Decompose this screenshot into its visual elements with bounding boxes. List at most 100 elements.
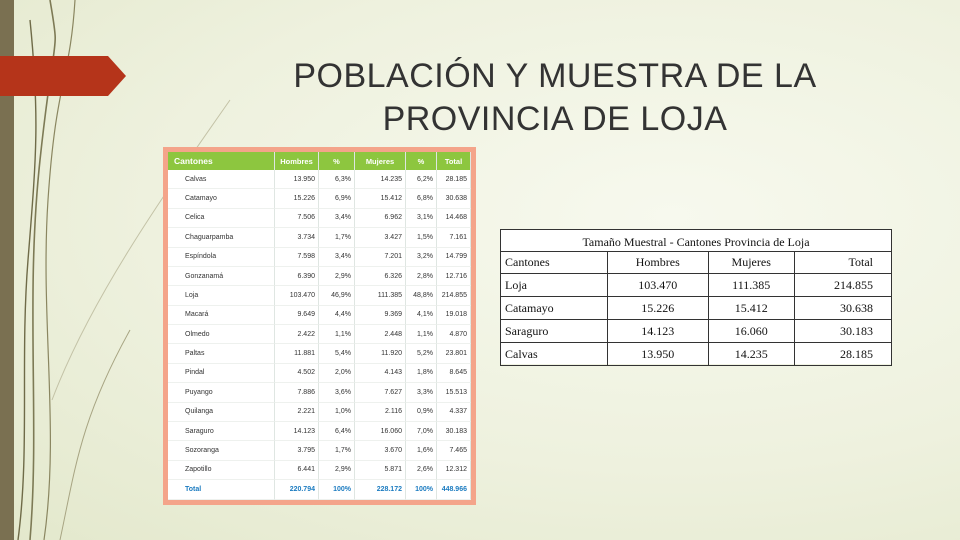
population-table-cell: 6.390	[275, 266, 319, 287]
population-table-cell: 7.201	[355, 247, 406, 267]
sample-table-row: Calvas 13.950 14.235 28.185	[500, 342, 893, 366]
population-table-cell: 6,3%	[319, 170, 355, 190]
sample-table-cell: 14.235	[707, 342, 795, 366]
sample-table-cell: 214.855	[793, 273, 893, 297]
sample-table-row: Saraguro 14.123 16.060 30.183	[500, 319, 893, 343]
sample-table-cell: 30.183	[793, 319, 893, 343]
population-table-cell: 1,1%	[319, 325, 355, 345]
population-table-cell: 4.502	[275, 363, 319, 384]
population-table-cell: 23.801	[437, 344, 471, 364]
population-table-cell: 6,9%	[319, 189, 355, 209]
population-table-cell: 7.506	[275, 208, 319, 229]
population-table-cell: 2.422	[275, 325, 319, 345]
population-table-cell: 9.649	[275, 305, 319, 325]
sample-table-caption: Tamaño Muestral - Cantones Provincia de …	[500, 229, 892, 251]
population-table-cell: 15.226	[275, 189, 319, 209]
sample-table-cell: 15.412	[707, 296, 795, 320]
decorative-swirl-lines	[17, 0, 231, 540]
population-table-cell: Catamayo	[168, 189, 275, 209]
population-table-cell: 7.598	[275, 247, 319, 267]
population-header-cell: Cantones	[168, 152, 275, 170]
population-total-cell: 220.794	[275, 480, 319, 500]
population-table-cell: 48,8%	[406, 286, 437, 306]
population-table-cell: 3.795	[275, 441, 319, 461]
population-header-cell: Total	[437, 152, 471, 170]
population-table-cell: Paltas	[168, 344, 275, 364]
population-table-cell: 2.221	[275, 402, 319, 422]
population-table-cell: 30.638	[437, 189, 471, 209]
population-table-cell: 3,4%	[319, 208, 355, 229]
title-accent-tab	[0, 56, 126, 96]
sample-table-cell: 14.123	[606, 319, 709, 343]
population-table-cell: 3.670	[355, 441, 406, 461]
population-table-cell: 14.123	[275, 421, 319, 442]
population-table-cell: 1,6%	[406, 441, 437, 461]
left-accent-bar	[0, 0, 14, 540]
population-table-cell: 7.627	[355, 383, 406, 403]
population-table-cell: 2,8%	[406, 266, 437, 287]
population-table-cell: Olmedo	[168, 325, 275, 345]
population-table-cell: 6,2%	[406, 170, 437, 190]
population-table-cell: 2.116	[355, 402, 406, 422]
population-table-cell: 1,1%	[406, 325, 437, 345]
population-table-cell: Loja	[168, 286, 275, 306]
population-table-cell: 3,6%	[319, 383, 355, 403]
population-table-cell: Chaguarpamba	[168, 228, 275, 248]
population-table-cell: Sozoranga	[168, 441, 275, 461]
sample-table-cell: 28.185	[793, 342, 893, 366]
population-table-cell: 46,9%	[319, 286, 355, 306]
sample-table-row: Catamayo 15.226 15.412 30.638	[500, 296, 893, 320]
sample-header-cell: Mujeres	[707, 251, 795, 274]
sample-table-cell: 103.470	[606, 273, 709, 297]
population-table-cell: Gonzanamá	[168, 266, 275, 287]
population-table-cell: Macará	[168, 305, 275, 325]
sample-header-cell: Total	[793, 251, 893, 274]
population-table-cell: 12.312	[437, 460, 471, 480]
sample-table-cell: 16.060	[707, 319, 795, 343]
population-table-cell: 6.326	[355, 266, 406, 287]
population-total-cell: 448.966	[437, 480, 471, 500]
sample-table-cell: Calvas	[500, 342, 608, 366]
population-table-image: Cantones Hombres% Mujeres% Total Calvas 13.95…	[163, 147, 476, 505]
slide-title: POBLACIÓN Y MUESTRA DE LA PROVINCIA DE L…	[250, 55, 860, 141]
population-total-cell: Total	[168, 480, 275, 500]
population-table-cell: 15.513	[437, 383, 471, 403]
population-table-cell: 0,9%	[406, 402, 437, 422]
population-table-cell: 3,2%	[406, 247, 437, 267]
population-table-cell: 14.235	[355, 170, 406, 190]
population-table-cell: 111.385	[355, 286, 406, 306]
population-table-cell: 3.734	[275, 228, 319, 248]
population-table-cell: 7,0%	[406, 421, 437, 442]
population-table-cell: 103.470	[275, 286, 319, 306]
population-table-cell: 7.886	[275, 383, 319, 403]
population-header-cell: Mujeres	[355, 152, 406, 170]
sample-table-cell: 13.950	[606, 342, 709, 366]
population-table-cell: 1,8%	[406, 363, 437, 384]
population-table-cell: 1,7%	[319, 228, 355, 248]
population-total-cell: 100%	[319, 480, 355, 500]
population-table-cell: 4.143	[355, 363, 406, 384]
population-table-cell: 13.950	[275, 170, 319, 190]
sample-table-header-row: Cantones Hombres Mujeres Total	[500, 251, 893, 274]
population-header-cell: Hombres	[275, 152, 319, 170]
population-table-cell: 14.799	[437, 247, 471, 267]
population-table-cell: 1,7%	[319, 441, 355, 461]
sample-table-cell: 30.638	[793, 296, 893, 320]
population-table-cell: 4,4%	[319, 305, 355, 325]
population-table-cell: 3,3%	[406, 383, 437, 403]
population-table-cell: 9.369	[355, 305, 406, 325]
population-table-cell: 7.465	[437, 441, 471, 461]
population-table-cell: 2.448	[355, 325, 406, 345]
population-table-cell: 16.060	[355, 421, 406, 442]
population-table-cell: 4.870	[437, 325, 471, 345]
sample-table-cell: 15.226	[606, 296, 709, 320]
sample-table-cell: Loja	[500, 273, 608, 297]
population-table-cell: Saraguro	[168, 421, 275, 442]
population-table-cell: 6,8%	[406, 189, 437, 209]
population-table-cell: Pindal	[168, 363, 275, 384]
sample-table-cell: Catamayo	[500, 296, 608, 320]
population-table-cell: 7.161	[437, 228, 471, 248]
population-table-cell: 3,1%	[406, 208, 437, 229]
population-header-cell: %	[406, 152, 437, 170]
sample-table-cell: 111.385	[707, 273, 795, 297]
